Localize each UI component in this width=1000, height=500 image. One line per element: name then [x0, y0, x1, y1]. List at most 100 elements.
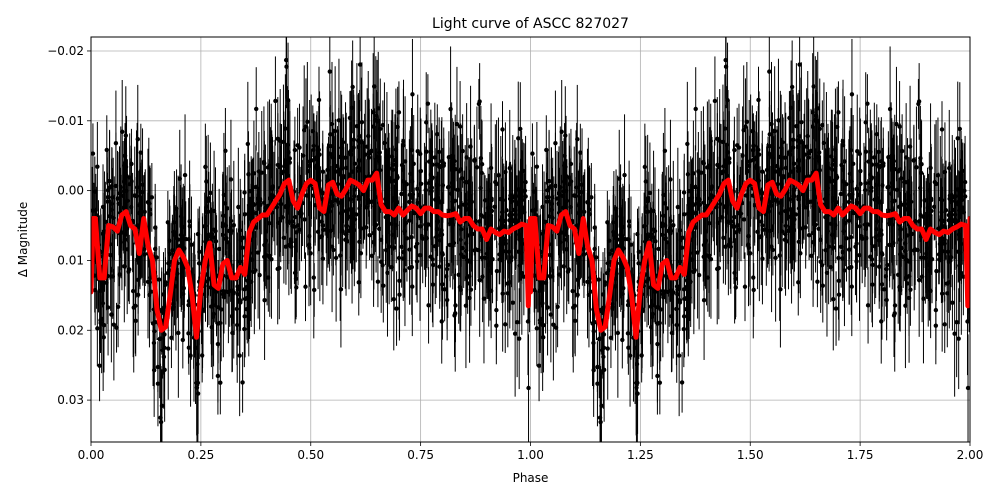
data-point — [574, 185, 579, 190]
data-point — [428, 254, 433, 259]
data-point — [605, 346, 610, 351]
data-point — [385, 223, 390, 228]
data-point — [760, 169, 765, 174]
data-point — [676, 353, 682, 358]
data-point — [413, 244, 419, 249]
data-point — [879, 319, 884, 324]
data-point — [480, 274, 485, 279]
data-point — [878, 163, 884, 169]
data-point — [420, 236, 425, 241]
data-point — [426, 303, 431, 308]
data-point — [158, 419, 164, 425]
data-point — [595, 364, 600, 370]
data-point — [135, 277, 141, 283]
data-point — [281, 235, 287, 241]
data-point — [950, 300, 955, 305]
data-point — [833, 306, 839, 311]
data-point — [237, 353, 242, 358]
data-point — [107, 178, 112, 184]
data-point — [586, 200, 591, 205]
data-point — [314, 156, 320, 162]
x-tick-label: 0.00 — [78, 448, 105, 462]
data-point — [512, 331, 518, 336]
data-point — [817, 126, 822, 131]
data-point — [362, 174, 367, 179]
data-point — [465, 179, 471, 185]
data-point — [679, 380, 685, 385]
data-point — [104, 147, 109, 153]
data-point — [174, 235, 179, 241]
data-point — [905, 179, 910, 185]
data-point — [386, 185, 391, 191]
data-point — [958, 190, 964, 195]
data-point — [925, 205, 930, 211]
data-point — [134, 185, 140, 190]
data-point — [343, 155, 348, 160]
data-point — [887, 106, 893, 112]
data-point — [668, 231, 673, 236]
data-point — [216, 246, 222, 252]
data-point — [147, 280, 153, 285]
data-point — [153, 225, 158, 230]
data-point — [114, 325, 119, 330]
data-point — [357, 62, 363, 67]
data-point — [790, 222, 796, 227]
data-point — [732, 214, 737, 220]
data-point — [728, 237, 733, 242]
data-point — [853, 244, 858, 249]
data-point — [643, 204, 649, 209]
data-point — [369, 253, 375, 259]
data-point — [633, 380, 639, 386]
data-point — [563, 164, 568, 170]
data-point — [675, 204, 681, 210]
binned-series-line — [528, 170, 970, 340]
data-point — [548, 184, 554, 189]
data-point — [242, 212, 247, 217]
data-point — [939, 198, 945, 203]
data-point — [883, 274, 889, 279]
data-point — [464, 207, 469, 212]
data-point — [411, 161, 416, 167]
data-point — [500, 198, 505, 203]
data-point — [349, 105, 354, 110]
data-point — [157, 336, 162, 342]
data-point — [572, 303, 578, 309]
data-point — [892, 303, 898, 308]
data-point — [832, 157, 837, 163]
data-point — [418, 181, 424, 187]
data-point — [596, 277, 601, 282]
data-point — [541, 335, 546, 340]
data-point — [840, 142, 846, 148]
y-tick-label: −0.02 — [47, 44, 84, 58]
data-point — [101, 335, 106, 340]
data-point — [587, 280, 592, 285]
data-point — [779, 229, 785, 234]
data-point — [796, 280, 801, 285]
data-point — [778, 287, 783, 292]
data-point — [824, 223, 830, 228]
data-point — [796, 206, 802, 211]
data-point — [581, 209, 587, 215]
data-point — [138, 150, 144, 155]
data-point — [275, 266, 280, 272]
data-point — [849, 92, 855, 97]
data-point — [712, 98, 718, 104]
data-point — [848, 147, 854, 153]
data-point — [503, 322, 508, 327]
data-point — [708, 138, 713, 144]
data-point — [927, 260, 933, 265]
data-point — [874, 226, 879, 232]
data-point — [733, 285, 738, 290]
data-point — [97, 363, 102, 368]
binned-curve — [91, 170, 970, 340]
data-point — [503, 241, 508, 246]
data-point — [327, 69, 333, 74]
y-tick-label: 0.02 — [57, 323, 84, 337]
data-point — [457, 124, 463, 129]
y-tick-label: 0.00 — [57, 184, 84, 198]
data-point — [284, 64, 289, 69]
x-tick-label: 1.00 — [517, 448, 544, 462]
data-point — [960, 168, 965, 174]
data-point — [386, 165, 392, 171]
data-point — [519, 190, 524, 195]
